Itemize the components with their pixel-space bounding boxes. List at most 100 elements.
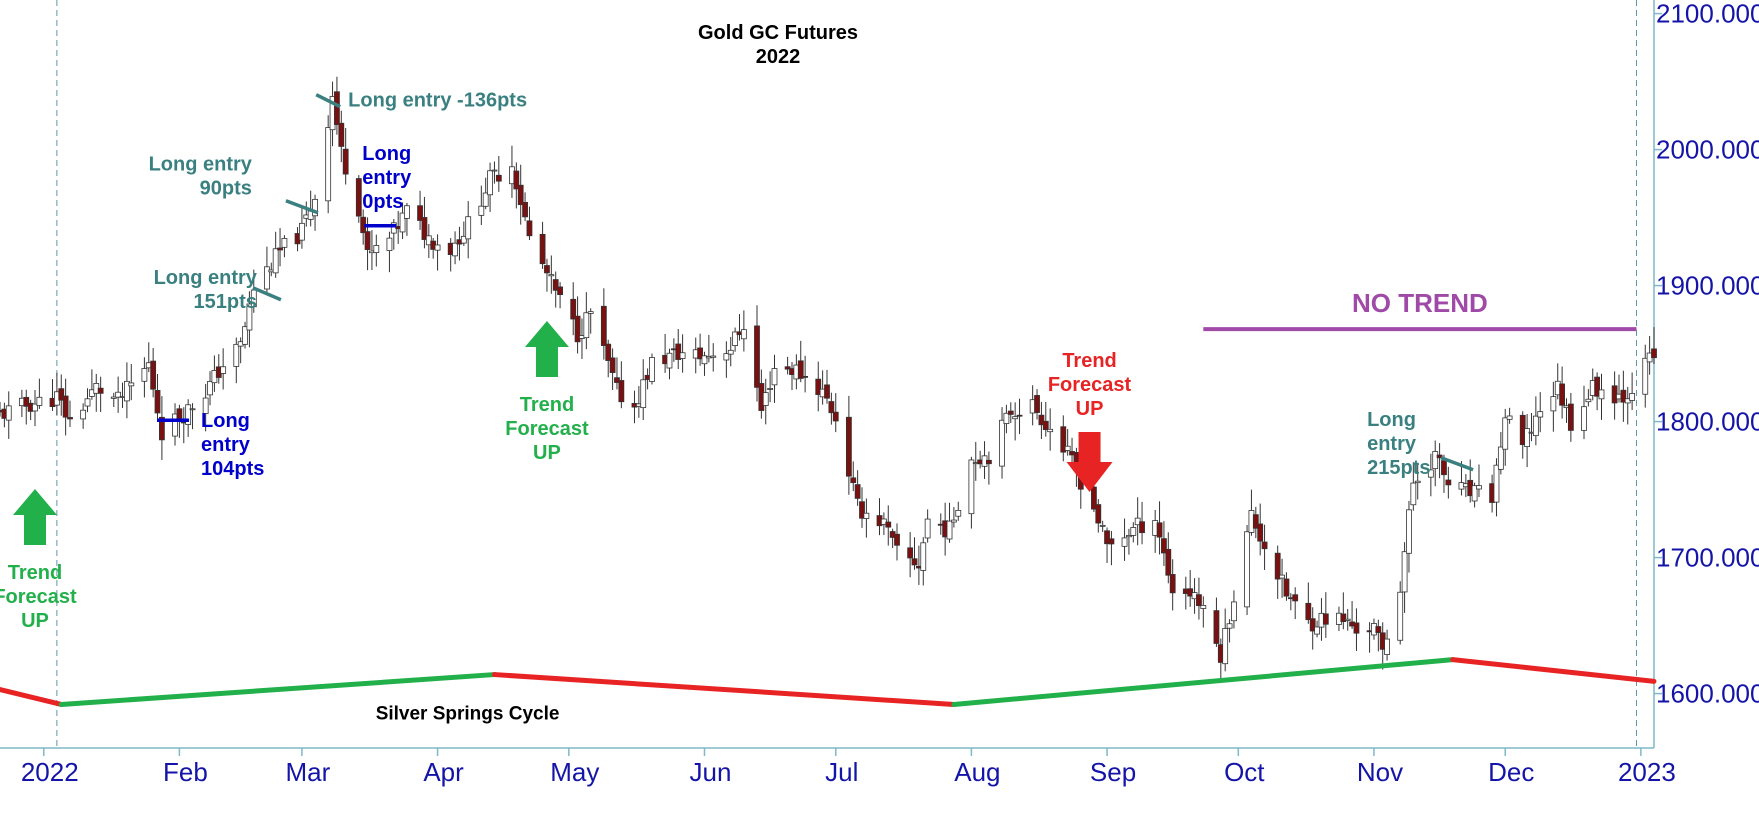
trend-forecast-label: Forecast [1048, 374, 1132, 396]
long-entry-label: 215pts [1367, 457, 1430, 479]
long-entry-label: Long [1367, 409, 1416, 431]
candle-body [850, 477, 857, 484]
candle-body [80, 409, 87, 420]
candle-body [325, 127, 332, 202]
x-tick-label: 2022 [21, 757, 79, 787]
chart-subtitle: 2022 [756, 46, 801, 68]
candle-body [312, 198, 318, 217]
candle-body [1292, 594, 1299, 602]
candle-body [955, 509, 962, 517]
candle-body [999, 419, 1005, 467]
candle-body [552, 279, 559, 291]
candle-body [1598, 389, 1605, 400]
candle-body [1130, 527, 1137, 536]
candle-body [797, 360, 804, 379]
candle-body [1165, 548, 1172, 576]
cycle-label: Silver Springs Cycle [376, 703, 560, 724]
long-entry-marker [1440, 456, 1474, 472]
candle-body [859, 501, 865, 519]
long-entry-label: Long [362, 143, 411, 165]
candle-body [522, 201, 528, 218]
candle-body [1322, 613, 1329, 625]
candle-body [1283, 578, 1290, 597]
candle-body [1537, 411, 1544, 418]
candle-body [1532, 415, 1539, 437]
candle-body [1642, 357, 1649, 395]
candle-body [1305, 602, 1312, 621]
candle-body [845, 416, 852, 477]
candle-body [1506, 415, 1513, 420]
candle-body [1244, 531, 1250, 608]
candle-body [334, 91, 340, 125]
candle-body [784, 366, 791, 370]
candle-body [548, 274, 555, 277]
candle-body [1007, 410, 1014, 415]
candle-body [434, 244, 441, 251]
candle-body [732, 331, 739, 347]
candle-body [824, 384, 830, 399]
candle-body [1340, 613, 1347, 623]
trend-up-arrow-icon [524, 321, 569, 377]
candle-body [1476, 485, 1482, 490]
candle-body [723, 353, 730, 361]
candle-body [1034, 395, 1040, 413]
candle-body [1261, 541, 1268, 550]
candle-body [185, 404, 192, 425]
candle-body [1559, 383, 1566, 406]
candle-body [815, 378, 822, 395]
candle-body [1060, 426, 1067, 453]
cycle-segment [951, 657, 1456, 707]
silver-springs-cycle-line: Silver Springs Cycle [0, 657, 1657, 724]
candle-body [1471, 485, 1478, 502]
chart-frame: 1600.000 1700.000 1800.000 1900.000 2000.000… [0, 0, 1759, 787]
candle-body [544, 265, 550, 274]
candle-body [1620, 389, 1627, 403]
candle-body [666, 352, 673, 369]
candle-body [574, 315, 581, 343]
x-tick-label: Aug [954, 757, 1000, 787]
candle-body [863, 512, 870, 519]
candle-body [1427, 469, 1434, 478]
candle-body [172, 413, 178, 437]
long-entry-label: entry [362, 167, 412, 189]
candle-body [123, 380, 130, 402]
candle-body [1384, 638, 1390, 655]
candle-body [460, 235, 467, 244]
y-tick-label: 2100.000 [1656, 0, 1759, 29]
candle-body [1038, 414, 1045, 426]
candle-body [539, 233, 546, 265]
y-tick-label: 1900.000 [1656, 271, 1759, 301]
candle-body [1139, 521, 1145, 534]
long-entry-label: 104pts [201, 458, 264, 480]
candle-body [84, 398, 91, 407]
trend-forecast-label: UP [533, 442, 561, 464]
candle-body [517, 184, 524, 206]
candle-body [675, 343, 682, 360]
candlestick-series [0, 76, 1657, 683]
candle-body [1353, 622, 1360, 634]
candle-body [946, 520, 953, 540]
x-tick-label: Nov [1357, 757, 1403, 787]
x-tick-label: Sep [1090, 757, 1136, 787]
candle-body [1169, 574, 1176, 594]
candle-body [1309, 618, 1316, 632]
candle-body [141, 368, 148, 382]
candle-body [802, 376, 809, 378]
candle-body [1375, 626, 1382, 634]
long-entry-label: Long entry [154, 267, 258, 289]
candle-body [272, 248, 279, 274]
candle-body [1012, 416, 1019, 420]
long-entry-label: entry [1367, 433, 1417, 455]
candle-body [373, 245, 380, 253]
candle-body [36, 396, 43, 406]
candle-body [1401, 551, 1408, 593]
candle-body [150, 360, 157, 390]
candle-body [583, 312, 590, 339]
candle-body [754, 325, 760, 388]
candle-body [649, 357, 655, 382]
candle-body [417, 205, 423, 221]
long-entry-marker [315, 93, 341, 109]
y-tick-label: 1700.000 [1656, 543, 1759, 573]
candle-body [386, 237, 393, 251]
